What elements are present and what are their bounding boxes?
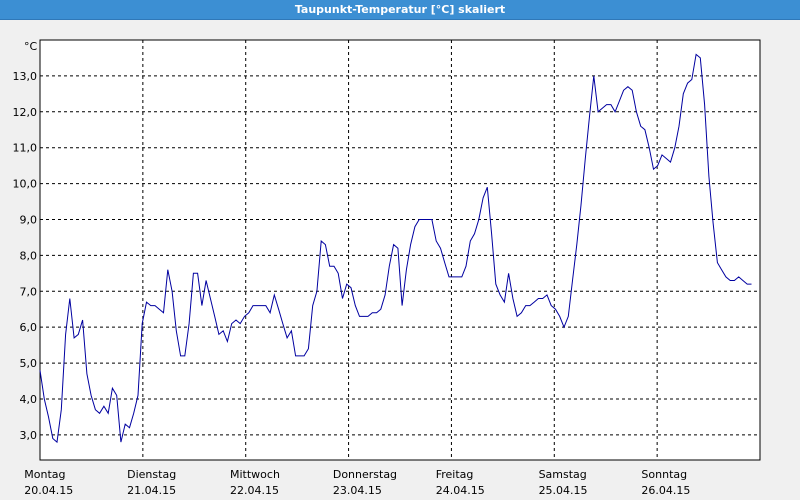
y-tick-label: 4,0	[20, 393, 38, 406]
x-date-label: 26.04.15	[641, 484, 690, 497]
plot-area	[39, 39, 761, 461]
x-day-label: Montag	[24, 468, 65, 481]
x-date-label: 22.04.15	[230, 484, 279, 497]
x-day-label: Samstag	[539, 468, 587, 481]
x-date-label: 23.04.15	[333, 484, 382, 497]
x-day-label: Mittwoch	[230, 468, 280, 481]
x-day-label: Freitag	[436, 468, 474, 481]
y-tick-label: 3,0	[20, 429, 38, 442]
y-axis: 3,0 4,0 5,0 6,0 7,0 8,0 9,0 10,0 11,0 12,0 13,0	[13, 70, 38, 442]
chart-title: Taupunkt-Temperatur [°C] skaliert	[294, 3, 506, 16]
chart-title-bar: Taupunkt-Temperatur [°C] skaliert	[0, 0, 800, 20]
y-unit-label: °C	[24, 40, 38, 53]
y-tick-label: 5,0	[20, 357, 38, 370]
y-tick-label: 8,0	[20, 249, 38, 262]
y-tick-label: 11,0	[13, 142, 38, 155]
grid-lines	[40, 40, 760, 460]
y-tick-label: 12,0	[13, 106, 38, 119]
y-tick-label: 7,0	[20, 285, 38, 298]
x-date-label: 21.04.15	[127, 484, 176, 497]
y-tick-label: 6,0	[20, 321, 38, 334]
x-day-label: Sonntag	[641, 468, 687, 481]
x-date-label: 25.04.15	[539, 484, 588, 497]
x-date-label: 20.04.15	[24, 484, 73, 497]
x-day-label: Dienstag	[127, 468, 176, 481]
dewpoint-chart: 3,0 4,0 5,0 6,0 7,0 8,0 9,0 10,0 11,0 12,0 13,0 Mo…	[0, 20, 800, 500]
x-day-label: Donnerstag	[333, 468, 397, 481]
x-date-label: 24.04.15	[436, 484, 485, 497]
dewpoint-series-line	[39, 53, 752, 444]
x-axis: Montag 20.04.15 Dienstag 21.04.15 Mittwoch 22…	[24, 468, 690, 497]
y-tick-label: 10,0	[13, 178, 38, 191]
y-tick-label: 13,0	[13, 70, 38, 83]
y-tick-label: 9,0	[20, 213, 38, 226]
